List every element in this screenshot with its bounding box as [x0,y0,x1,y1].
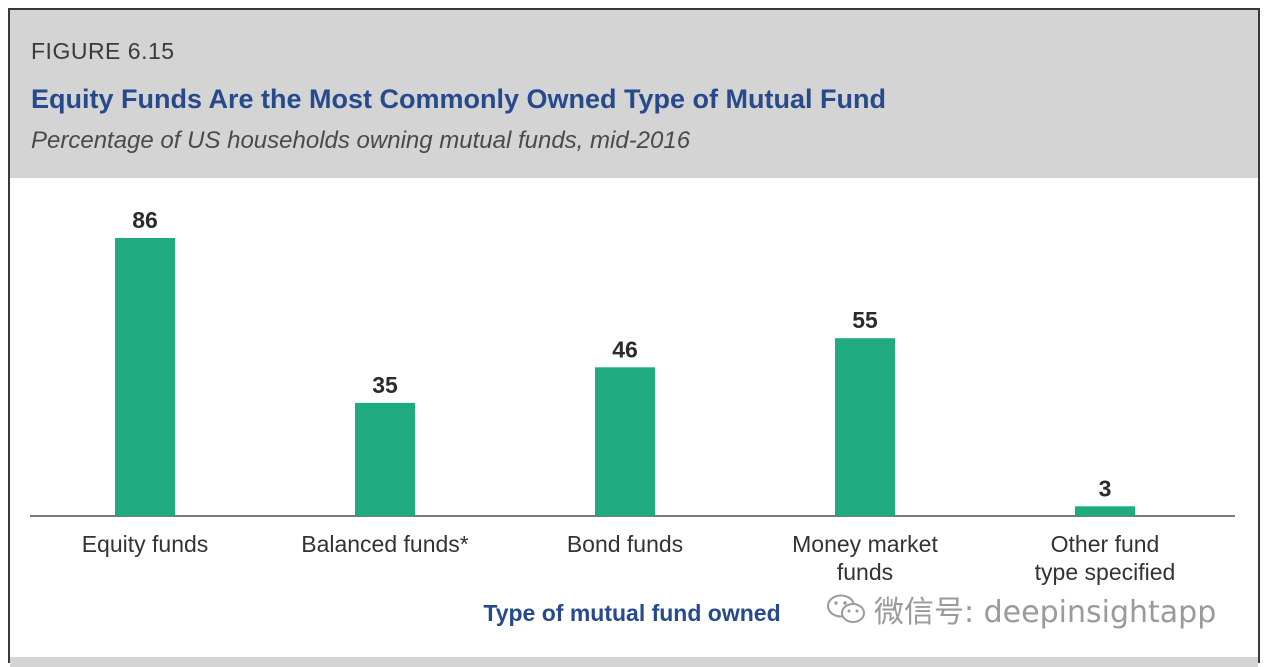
bar [1075,506,1135,516]
figure-label: FIGURE 6.15 [31,38,175,64]
x-axis-title: Type of mutual fund owned [483,600,780,626]
category-label: Money market [792,531,938,557]
bar [115,238,175,516]
bar [355,402,415,516]
bar [595,367,655,516]
category-label: Other fund [1051,531,1160,557]
category-label: type specified [1035,559,1176,585]
data-label: 86 [132,207,158,233]
category-label: Equity funds [82,531,209,557]
figure-header: FIGURE 6.15 Equity Funds Are the Most Co… [10,10,1258,178]
wechat-icon [827,594,865,623]
watermark: 微信号: deepinsightapp [826,587,1216,631]
bar [835,338,895,516]
watermark-text: 微信号: deepinsightapp [874,595,1217,630]
data-label: 46 [612,336,638,362]
figure-title: Equity Funds Are the Most Commonly Owned… [31,84,886,114]
data-label: 3 [1099,475,1112,501]
figure-frame: FIGURE 6.15 Equity Funds Are the Most Co… [8,8,1260,667]
category-label: Balanced funds* [301,531,469,557]
data-label: 55 [852,307,878,333]
category-label: funds [837,559,893,585]
category-label: Bond funds [567,531,683,557]
data-label: 35 [372,372,398,398]
footer-band [10,657,1258,667]
figure-subtitle: Percentage of US households owning mutua… [31,127,691,154]
